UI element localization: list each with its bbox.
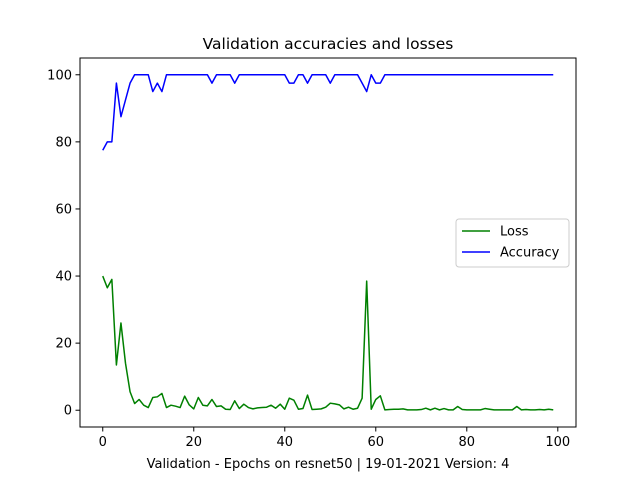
y-tick-label: 0 — [64, 404, 72, 419]
y-tick-label: 100 — [47, 68, 72, 83]
series-line-accuracy — [102, 74, 554, 151]
legend-label-accuracy: Accuracy — [500, 246, 560, 261]
y-tick-label: 80 — [55, 135, 72, 150]
x-tick-label: 80 — [459, 435, 476, 450]
x-tick-label: 100 — [545, 435, 570, 450]
y-tick-label: 40 — [55, 270, 72, 285]
x-tick-label: 0 — [99, 435, 107, 450]
axes-frame — [79, 57, 577, 428]
y-tick-label: 20 — [55, 337, 72, 352]
chart-title: Validation accuracies and losses — [203, 35, 454, 53]
legend: Loss Accuracy — [455, 218, 570, 268]
x-tick-label: 40 — [276, 435, 293, 450]
x-tick-label: 20 — [185, 435, 202, 450]
series-line-loss — [102, 275, 554, 411]
x-axis-label: Validation - Epochs on resnet50 | 19-01-… — [147, 457, 510, 472]
y-tick-label: 60 — [55, 202, 72, 217]
y-axis: 0 20 40 60 80 100 — [47, 68, 80, 419]
legend-label-loss: Loss — [500, 225, 529, 240]
x-tick-label: 60 — [368, 435, 385, 450]
plot-area — [102, 74, 554, 411]
x-axis: 0 20 40 60 80 100 — [99, 427, 570, 450]
